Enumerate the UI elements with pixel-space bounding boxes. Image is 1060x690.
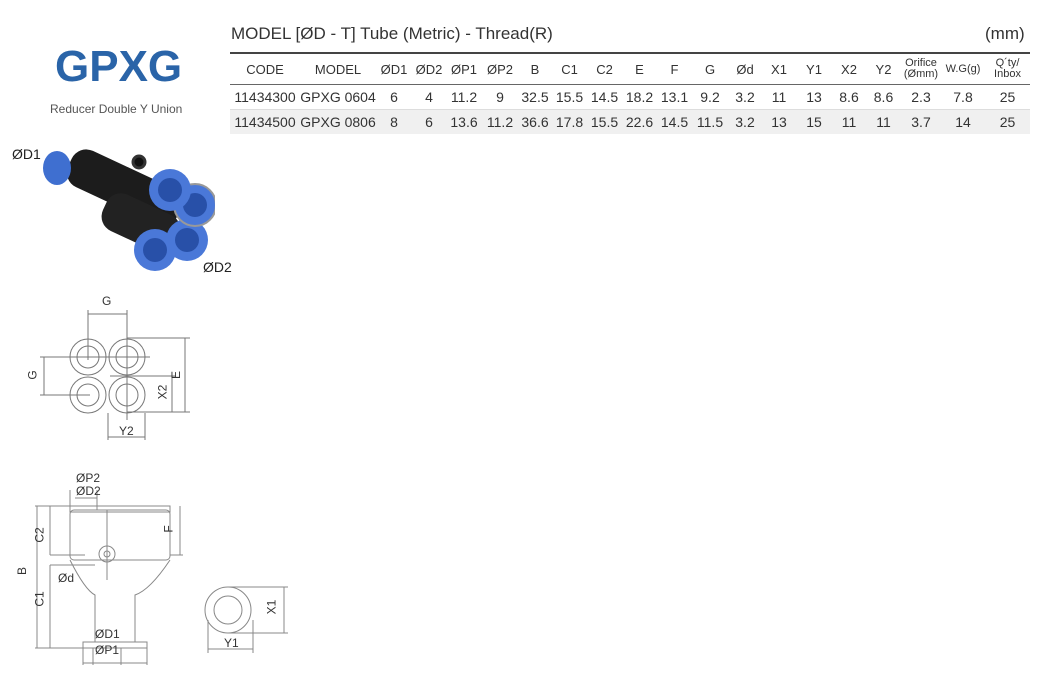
dim-p1: ØP1 <box>95 643 120 657</box>
column-header: C1 <box>552 52 587 85</box>
dim-d2: ØD2 <box>76 484 101 498</box>
dim-x2: X2 <box>155 384 170 400</box>
table-cell: 25 <box>985 109 1030 134</box>
table-cell: 15.5 <box>587 109 622 134</box>
end-view-drawing <box>204 586 288 653</box>
table-cell: GPXG 0604 <box>300 84 376 110</box>
side-view-drawing <box>35 490 183 665</box>
table-cell: 8.6 <box>832 84 866 110</box>
table-cell: 2.3 <box>901 84 941 110</box>
column-header: MODEL <box>300 52 376 85</box>
table-cell: 11434500 <box>230 109 300 134</box>
table-cell: 11.2 <box>446 84 482 110</box>
table-cell: 7.8 <box>941 84 985 110</box>
dim-d1: ØD1 <box>95 627 120 641</box>
table-cell: 14.5 <box>587 84 622 110</box>
front-view-drawing <box>40 310 190 440</box>
table-cell: 6 <box>412 109 446 134</box>
dim-b: B <box>15 566 30 576</box>
dim-c1: C1 <box>32 591 47 607</box>
dim-g-top: G <box>102 294 112 308</box>
dim-y2: Y2 <box>119 424 134 438</box>
dim-d: Ød <box>58 571 75 585</box>
column-header: ØP2 <box>482 52 518 85</box>
table-cell: 3.2 <box>728 84 762 110</box>
table-cell: 15.5 <box>552 84 587 110</box>
table-cell: 13.1 <box>657 84 692 110</box>
dim-x1: X1 <box>264 599 279 615</box>
unit-label: (mm) <box>985 24 1025 43</box>
table-cell: 4 <box>412 84 446 110</box>
table-cell: 8 <box>376 109 412 134</box>
table-cell: 13 <box>762 109 796 134</box>
table-cell: 9 <box>482 84 518 110</box>
model-heading: MODEL [ØD - T] Tube (Metric) - Thread(R) <box>231 24 553 43</box>
column-header: G <box>692 52 728 85</box>
table-cell: 11.2 <box>482 109 518 134</box>
column-header: ØD2 <box>412 52 446 85</box>
column-header: Q´ty/ Inbox <box>985 52 1030 85</box>
photo-label-d1: ØD1 <box>12 146 41 162</box>
table-cell: 11.5 <box>692 109 728 134</box>
table-cell: 22.6 <box>622 109 657 134</box>
table-cell: 11 <box>832 109 866 134</box>
table-cell: 32.5 <box>518 84 552 110</box>
table-cell: 11434300 <box>230 84 300 110</box>
table-cell: 6 <box>376 84 412 110</box>
column-header: F <box>657 52 692 85</box>
table-cell: 14 <box>941 109 985 134</box>
table-cell: 14.5 <box>657 109 692 134</box>
table-cell: 9.2 <box>692 84 728 110</box>
column-header: ØD1 <box>376 52 412 85</box>
product-subtitle: Reducer Double Y Union <box>50 102 183 116</box>
column-header: C2 <box>587 52 622 85</box>
column-header: ØP1 <box>446 52 482 85</box>
table-cell: GPXG 0806 <box>300 109 376 134</box>
column-header: B <box>518 52 552 85</box>
table-row: 11434500 GPXG 0806 8 6 13.6 11.2 36.6 17.8 15.5 2… <box>230 109 1030 134</box>
column-header: CODE <box>230 52 300 85</box>
table-cell: 17.8 <box>552 109 587 134</box>
table-cell: 25 <box>985 84 1030 110</box>
table-cell: 36.6 <box>518 109 552 134</box>
column-header: Orifice (Ømm) <box>901 52 941 85</box>
dim-p2: ØP2 <box>76 471 101 485</box>
table-cell: 13 <box>796 84 832 110</box>
table-cell: 18.2 <box>622 84 657 110</box>
column-header: X1 <box>762 52 796 85</box>
column-header: W.G(g) <box>941 52 985 85</box>
table-cell: 15 <box>796 109 832 134</box>
table-cell: 3.7 <box>901 109 941 134</box>
table-cell: 11 <box>866 109 901 134</box>
table-cell: 8.6 <box>866 84 901 110</box>
dim-y1: Y1 <box>224 636 239 650</box>
table-row: 11434300 GPXG 0604 6 4 11.2 9 32.5 15.5 14.5 18.2… <box>230 84 1030 110</box>
table-cell: 11 <box>762 84 796 110</box>
spec-table: CODE MODEL ØD1 ØD2 ØP1 ØP2 B C1 C2 E F G Ød X1 Y1 X2 Y2 O… <box>230 52 1030 134</box>
table-cell: 13.6 <box>446 109 482 134</box>
table-cell: 3.2 <box>728 109 762 134</box>
column-header: X2 <box>832 52 866 85</box>
product-photo <box>43 149 215 271</box>
column-header: Y2 <box>866 52 901 85</box>
photo-label-d2: ØD2 <box>203 259 232 275</box>
column-header: Y1 <box>796 52 832 85</box>
column-header: E <box>622 52 657 85</box>
dim-g-left: G <box>25 370 40 380</box>
dim-f: F <box>161 525 176 533</box>
dim-e: E <box>169 370 184 380</box>
column-header: Ød <box>728 52 762 85</box>
product-title: GPXG <box>55 42 183 91</box>
dim-c2: C2 <box>32 527 47 543</box>
